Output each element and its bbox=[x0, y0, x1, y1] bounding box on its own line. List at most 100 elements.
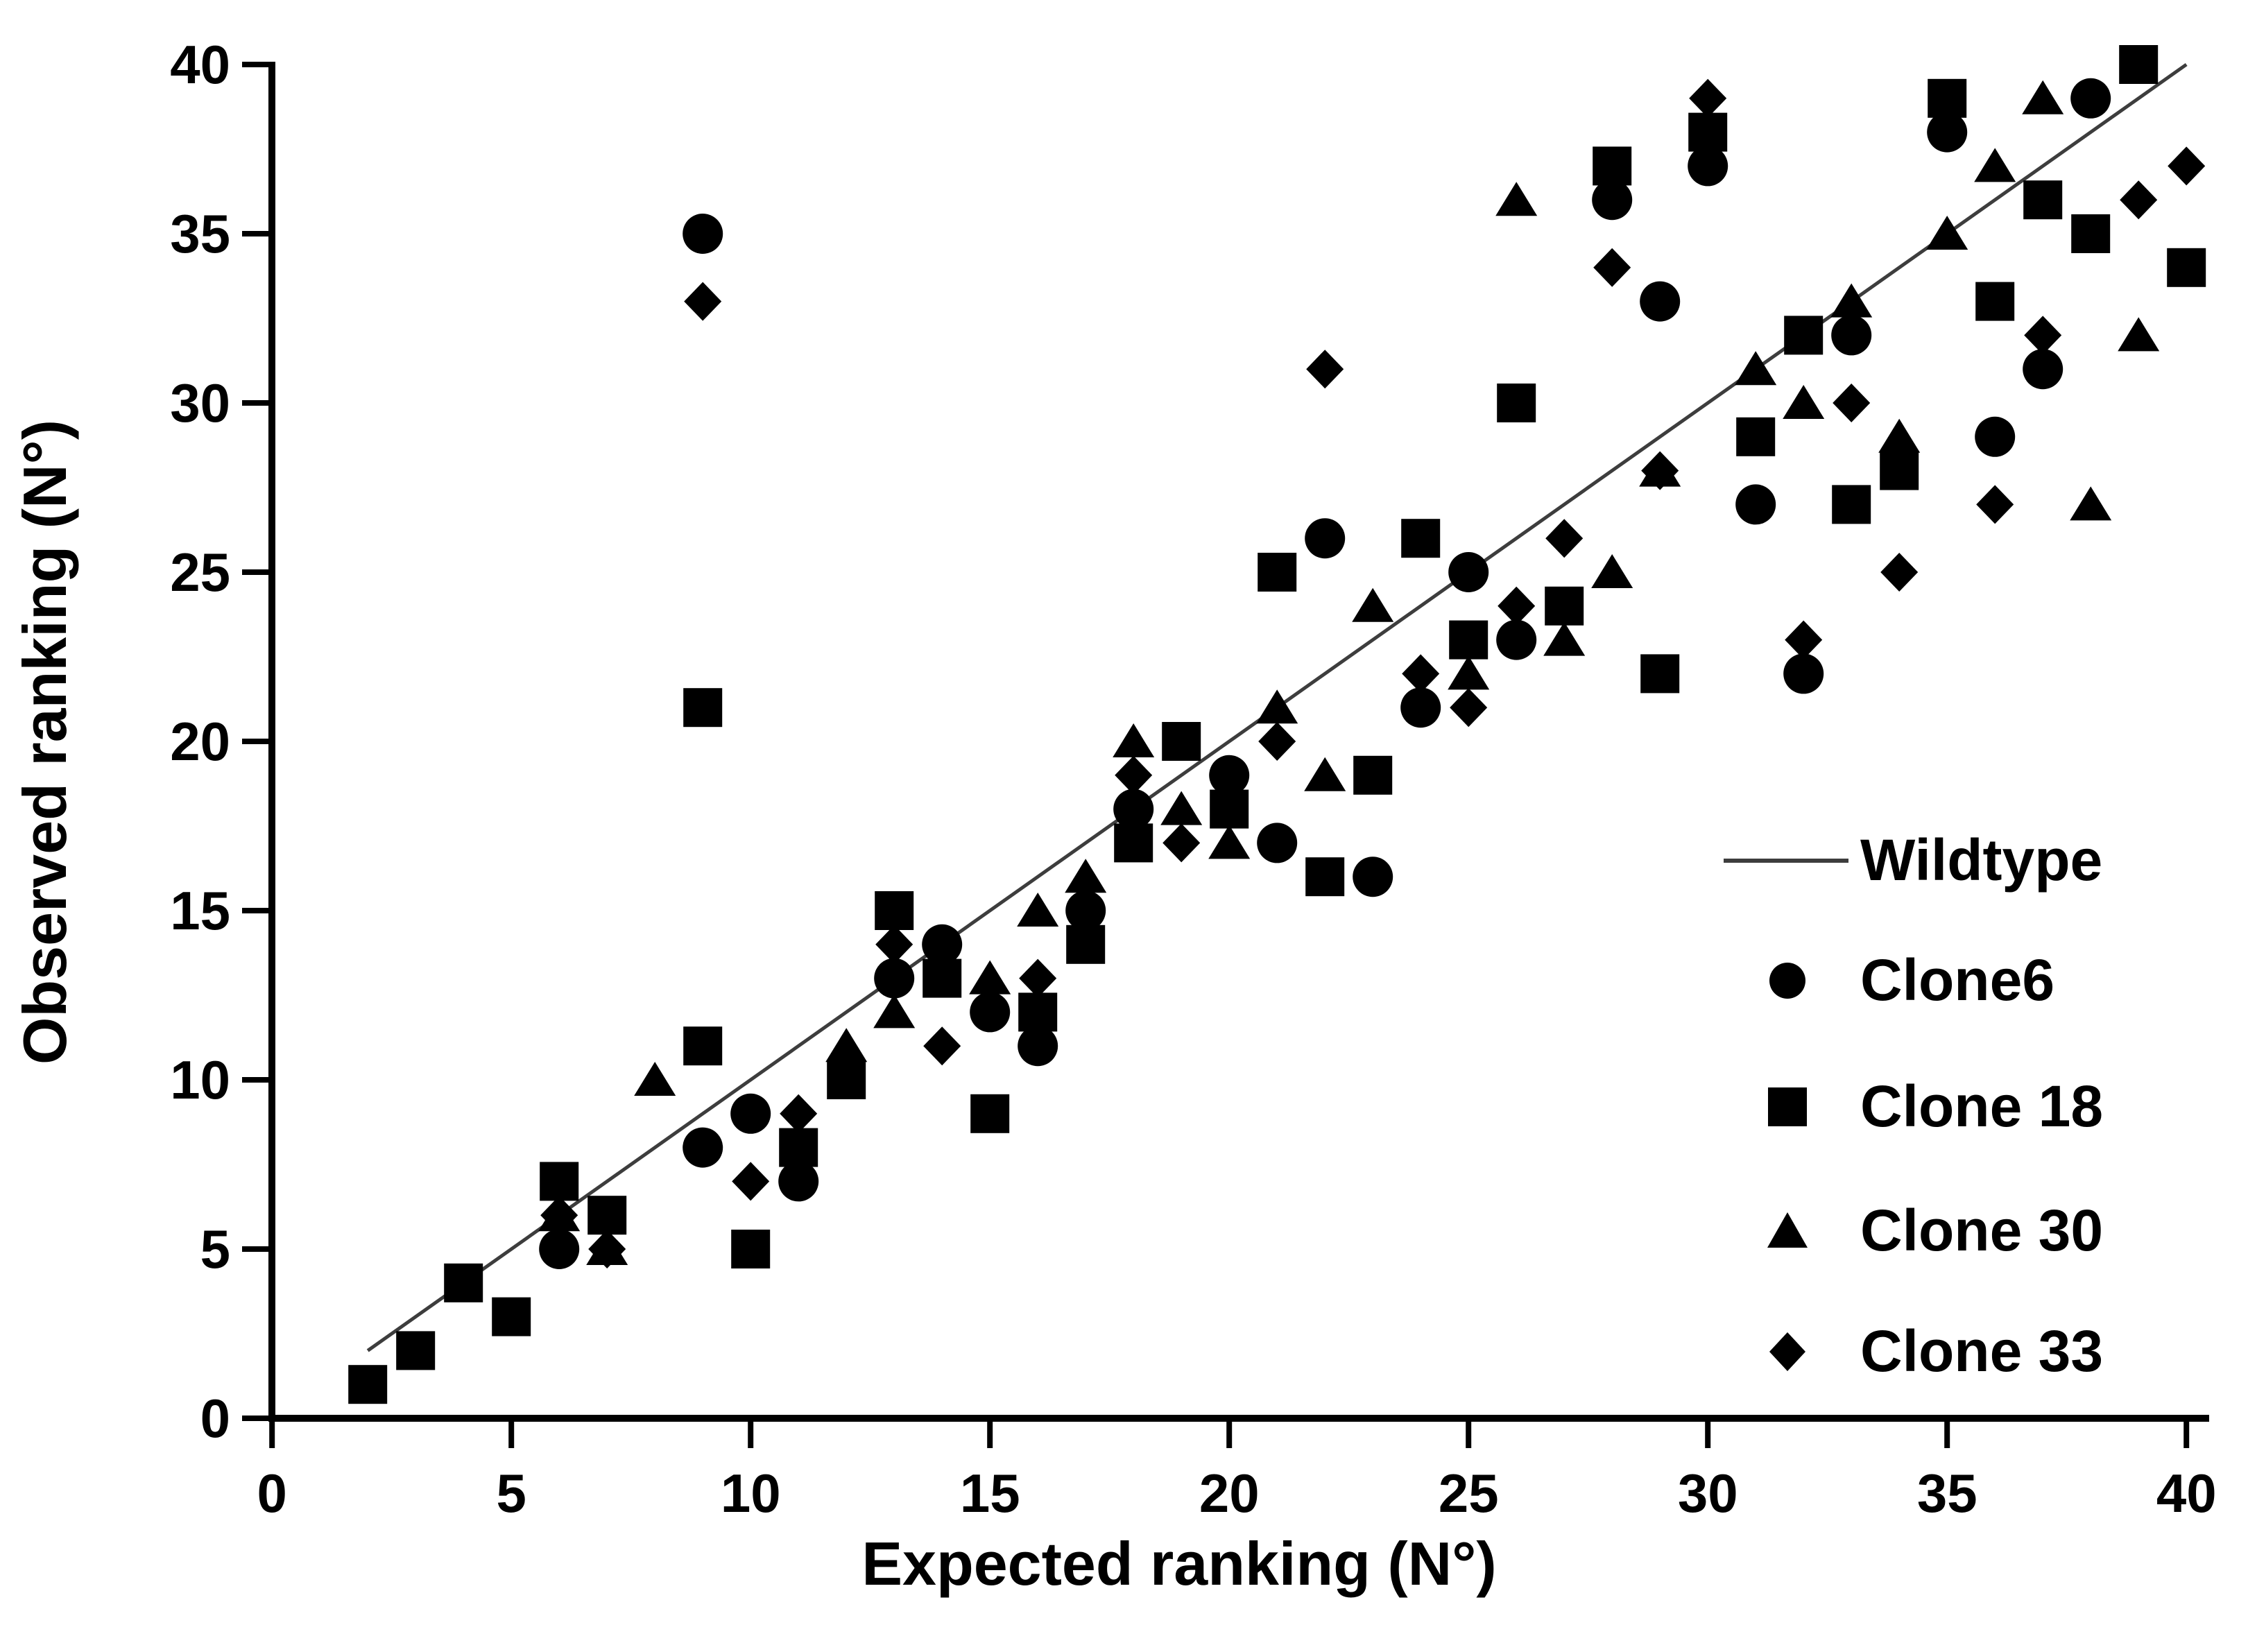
data-point-clone30 bbox=[1543, 621, 1586, 656]
data-point-clone30 bbox=[2070, 486, 2112, 521]
x-tick-label: 30 bbox=[1678, 1463, 1738, 1524]
data-point-clone18 bbox=[587, 1196, 627, 1235]
data-point-clone30 bbox=[1352, 587, 1394, 622]
data-point-clone30 bbox=[2118, 317, 2160, 352]
data-point-clone33 bbox=[1498, 586, 1536, 626]
y-tick-label: 15 bbox=[170, 880, 230, 941]
y-tick-label: 0 bbox=[200, 1388, 230, 1449]
data-point-clone6 bbox=[1018, 1026, 1058, 1067]
data-point-clone18 bbox=[1210, 789, 1249, 829]
legend-triangle-icon bbox=[1767, 1212, 1808, 1248]
legend: Wildtype Clone6 Clone 18 Clone 30 Clone … bbox=[1724, 827, 2103, 1384]
legend-label-clone33: Clone 33 bbox=[1860, 1318, 2103, 1384]
data-point-clone18 bbox=[1832, 485, 1871, 524]
y-tick-label: 25 bbox=[170, 542, 230, 603]
data-point-clone30 bbox=[1878, 418, 1921, 453]
y-tick-label: 40 bbox=[170, 34, 230, 95]
legend-label-clone18: Clone 18 bbox=[1860, 1074, 2103, 1139]
data-point-clone30 bbox=[1208, 825, 1251, 859]
data-point-clone33 bbox=[588, 1230, 626, 1268]
x-tick-label: 35 bbox=[1917, 1463, 1977, 1524]
data-point-clone6 bbox=[970, 992, 1011, 1033]
data-point-clone30 bbox=[1113, 723, 1155, 757]
data-point-clone6 bbox=[1640, 281, 1681, 322]
data-point-clone6 bbox=[2070, 78, 2111, 119]
data-point-clone6 bbox=[874, 958, 915, 999]
data-points bbox=[348, 45, 2206, 1404]
data-point-clone18 bbox=[731, 1230, 771, 1268]
data-point-clone33 bbox=[1162, 823, 1201, 863]
y-tick-label: 30 bbox=[170, 372, 230, 433]
data-point-clone6 bbox=[922, 924, 963, 965]
data-point-clone33 bbox=[1258, 722, 1296, 761]
data-point-clone18 bbox=[779, 1128, 818, 1167]
data-point-clone30 bbox=[1926, 216, 1968, 250]
data-point-clone33 bbox=[1689, 78, 1727, 118]
data-point-clone6 bbox=[1448, 552, 1489, 592]
data-point-clone33 bbox=[2168, 146, 2206, 186]
legend-diamond-icon bbox=[1769, 1332, 1805, 1371]
legend-label-clone30: Clone 30 bbox=[1860, 1198, 2103, 1263]
data-point-clone30 bbox=[1591, 554, 1633, 588]
data-point-clone30 bbox=[1065, 859, 1107, 893]
data-point-clone18 bbox=[683, 1026, 723, 1066]
data-point-clone33 bbox=[1402, 654, 1440, 694]
data-point-clone6 bbox=[1353, 857, 1393, 897]
data-point-clone18 bbox=[444, 1263, 483, 1302]
data-point-clone33 bbox=[684, 282, 722, 321]
data-point-clone30 bbox=[1974, 148, 2016, 182]
data-point-clone6 bbox=[1257, 823, 1298, 863]
data-point-clone18 bbox=[1593, 146, 1632, 186]
data-point-clone18 bbox=[1401, 519, 1441, 558]
y-axis-ticks: 0 5 10 15 20 25 30 35 40 bbox=[170, 34, 272, 1449]
data-point-clone33 bbox=[923, 1026, 961, 1066]
data-point-clone30 bbox=[825, 1028, 868, 1062]
data-point-clone18 bbox=[827, 1060, 866, 1099]
x-axis-ticks: 0 5 10 15 20 25 30 35 40 bbox=[257, 1418, 2217, 1524]
data-point-clone6 bbox=[1927, 112, 1968, 153]
data-point-clone30 bbox=[1830, 283, 1873, 318]
data-point-clone18 bbox=[492, 1297, 531, 1336]
data-point-clone30 bbox=[873, 994, 916, 1029]
data-point-clone6 bbox=[1735, 484, 1776, 525]
data-point-clone33 bbox=[1306, 350, 1344, 389]
data-point-clone18 bbox=[683, 688, 723, 728]
data-point-clone33 bbox=[2024, 316, 2062, 355]
x-tick-label: 20 bbox=[1199, 1463, 1260, 1524]
data-point-clone33 bbox=[1833, 384, 1871, 422]
data-point-clone33 bbox=[1545, 519, 1584, 558]
data-point-clone18 bbox=[1258, 553, 1297, 592]
data-point-clone6 bbox=[778, 1161, 819, 1202]
data-point-clone18 bbox=[2167, 248, 2206, 287]
data-point-clone18 bbox=[1353, 755, 1393, 795]
data-point-clone18 bbox=[2023, 180, 2063, 220]
x-tick-label: 25 bbox=[1439, 1463, 1499, 1524]
data-point-clone18 bbox=[540, 1162, 579, 1201]
data-point-clone33 bbox=[1115, 755, 1153, 795]
data-point-clone6 bbox=[1975, 416, 2016, 457]
y-axis-title: Observed ranking (N°) bbox=[10, 420, 79, 1065]
data-point-clone6 bbox=[1065, 890, 1106, 931]
x-tick-label: 10 bbox=[721, 1463, 781, 1524]
data-point-clone18 bbox=[923, 958, 962, 998]
data-point-clone33 bbox=[1641, 451, 1679, 490]
data-point-clone6 bbox=[730, 1093, 771, 1134]
data-point-clone33 bbox=[2120, 180, 2158, 220]
data-point-clone33 bbox=[1880, 553, 1919, 592]
data-point-clone18 bbox=[1688, 112, 1728, 152]
data-point-clone33 bbox=[1976, 485, 2014, 524]
legend-label-clone6: Clone6 bbox=[1860, 947, 2054, 1013]
data-point-clone6 bbox=[1305, 518, 1346, 559]
data-point-clone33 bbox=[1785, 620, 1823, 660]
data-point-clone18 bbox=[1018, 992, 1058, 1032]
data-point-clone18 bbox=[875, 891, 914, 930]
data-point-clone18 bbox=[1305, 857, 1345, 897]
data-point-clone30 bbox=[1256, 689, 1298, 724]
data-point-clone6 bbox=[683, 1127, 723, 1168]
data-point-clone18 bbox=[2071, 214, 2111, 253]
legend-label-wildtype: Wildtype bbox=[1860, 827, 2102, 893]
data-point-clone6 bbox=[1209, 755, 1250, 795]
data-point-clone30 bbox=[1448, 655, 1490, 690]
